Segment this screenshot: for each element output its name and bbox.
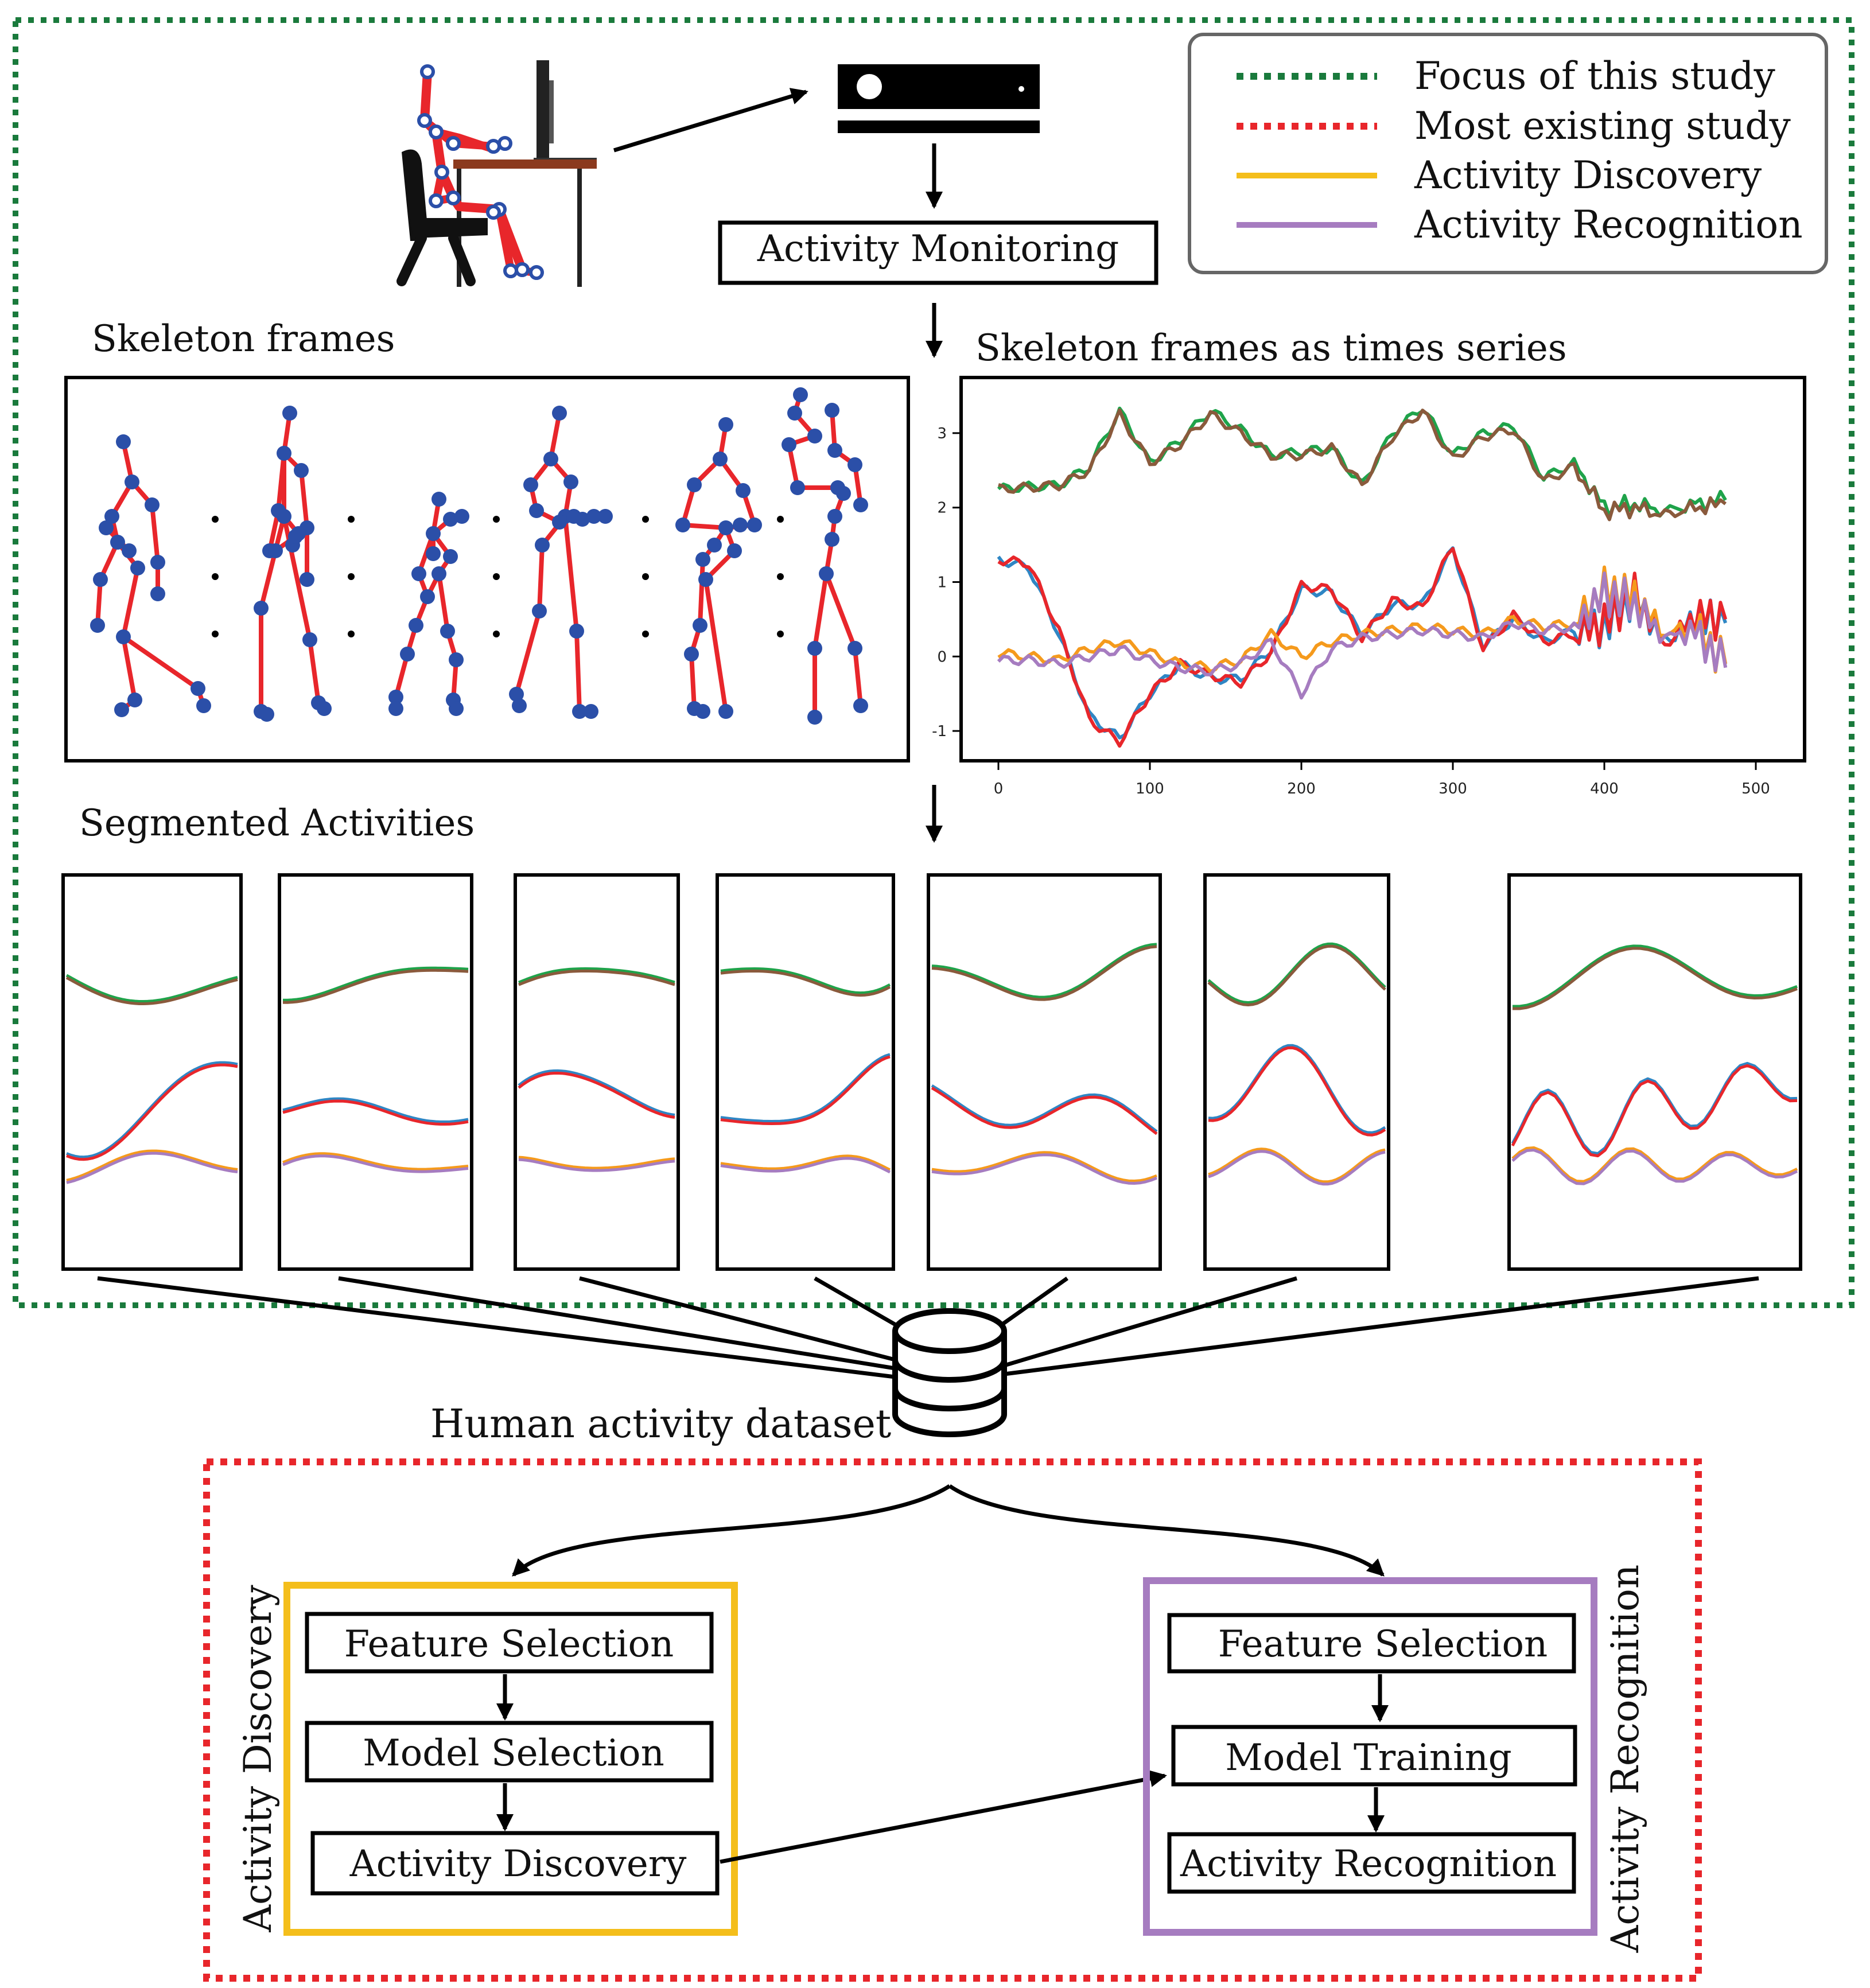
series-line-purple	[997, 571, 1728, 700]
time-series-title: Skeleton frames as times series	[975, 327, 1567, 369]
ellipsis-dot	[348, 516, 355, 523]
discovery-step-label: Feature Selection	[344, 1623, 674, 1666]
ellipsis-dot	[642, 573, 649, 580]
y-tick-label: 0	[937, 648, 947, 666]
ellipsis-dot	[348, 631, 355, 637]
segment-panel	[61, 873, 243, 1271]
series-line-red	[997, 547, 1728, 748]
dataset-label: Human activity dataset	[430, 1402, 891, 1447]
connector-line	[1004, 1276, 1297, 1368]
skeleton-figure	[254, 406, 332, 722]
connector-line	[579, 1276, 896, 1362]
ellipsis-dot	[212, 516, 219, 523]
discovery-step-box	[305, 1721, 714, 1783]
series-line-brown	[998, 408, 1727, 522]
x-tick-label: 400	[1590, 780, 1619, 797]
connector-line	[814, 1276, 908, 1333]
ellipsis-dot	[642, 516, 649, 523]
discovery-step-label: Model Selection	[363, 1732, 664, 1775]
recognition-step-label: Feature Selection	[1218, 1623, 1548, 1666]
recognition-pipeline-box	[1143, 1577, 1597, 1936]
segment-panel	[927, 873, 1162, 1271]
recognition-step-box	[1167, 1832, 1576, 1894]
focus-study-boundary	[13, 17, 1855, 1308]
legend-label: Activity Discovery	[1414, 153, 1762, 197]
connector-line	[97, 1276, 896, 1379]
x-tick-label: 500	[1741, 780, 1770, 797]
skeleton-frames-title: Skeleton frames	[92, 318, 395, 360]
time-series-chart	[997, 406, 1728, 748]
ellipsis-dot	[777, 631, 784, 637]
ellipsis-dot	[642, 631, 649, 637]
discovery-pipeline-title: Activity Discovery	[236, 1585, 280, 1933]
discovery-pipeline-box	[283, 1582, 738, 1936]
y-tick-label: 2	[937, 500, 947, 517]
ellipsis-dot	[493, 573, 500, 580]
recognition-step-box	[1167, 1613, 1576, 1674]
ellipsis-dot	[493, 631, 500, 637]
skeleton-frames-panel	[64, 376, 910, 762]
legend-label: Most existing study	[1414, 104, 1791, 148]
x-tick-label: 0	[994, 780, 1004, 797]
y-tick-label: 1	[937, 574, 947, 591]
existing-study-boundary	[203, 1458, 1702, 1982]
recognition-step-box	[1171, 1725, 1577, 1787]
skeleton-figure	[675, 417, 762, 719]
x-tick-label: 100	[1136, 780, 1164, 797]
skeleton-figures	[90, 387, 868, 725]
segmented-activities-title: Segmented Activities	[79, 802, 475, 845]
kinect-sensor-icon	[838, 64, 1040, 133]
ellipsis-dot	[348, 573, 355, 580]
discovery-step-label: Activity Discovery	[349, 1843, 687, 1885]
ellipsis-dot	[777, 516, 784, 523]
recognition-pipeline-title: Activity Recognition	[1603, 1565, 1647, 1954]
connector-line	[338, 1276, 896, 1371]
segment-panel	[716, 873, 895, 1271]
activity-monitoring-box	[718, 220, 1158, 285]
segment-panel	[1203, 873, 1390, 1271]
connector-line	[1004, 1276, 1759, 1376]
skeleton-figure	[90, 434, 211, 717]
discovery-step-box	[305, 1612, 714, 1674]
x-tick-label: 300	[1439, 780, 1467, 797]
time-series-panel	[959, 376, 1806, 762]
recognition-step-label: Model Training	[1225, 1737, 1512, 1779]
segment-panel	[514, 873, 680, 1271]
legend: Focus of this study Most existing study …	[1188, 33, 1828, 274]
segment-panel	[278, 873, 473, 1271]
ellipsis-dot	[212, 631, 219, 637]
skeleton-figure	[388, 492, 469, 716]
connector-line	[991, 1277, 1069, 1333]
ellipsis-dot	[212, 573, 219, 580]
database-icon	[892, 1308, 1007, 1437]
y-tick-label: -1	[932, 723, 947, 740]
legend-label: Focus of this study	[1414, 54, 1776, 98]
ellipsis-dot	[777, 573, 784, 580]
legend-label: Activity Recognition	[1414, 203, 1803, 247]
segmented-activities	[61, 873, 1802, 1271]
skeleton-figure	[509, 406, 613, 719]
skeleton-figure	[782, 387, 868, 725]
activity-monitoring-label: Activity Monitoring	[757, 228, 1119, 270]
segment-panel	[1507, 873, 1802, 1271]
x-tick-label: 200	[1287, 780, 1316, 797]
person-at-desk-icon	[396, 60, 597, 287]
discovery-step-box	[310, 1831, 720, 1896]
ellipsis-dot	[493, 516, 500, 523]
recognition-step-label: Activity Recognition	[1180, 1843, 1557, 1885]
y-tick-label: 3	[937, 425, 947, 442]
